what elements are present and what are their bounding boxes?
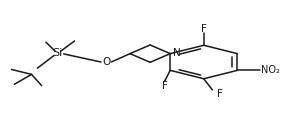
Text: O: O xyxy=(102,57,110,67)
Text: Si: Si xyxy=(52,48,63,58)
Text: F: F xyxy=(162,81,167,92)
Text: N: N xyxy=(173,48,181,58)
Text: NO₂: NO₂ xyxy=(261,65,280,75)
Text: F: F xyxy=(201,24,207,34)
Text: F: F xyxy=(217,89,222,99)
